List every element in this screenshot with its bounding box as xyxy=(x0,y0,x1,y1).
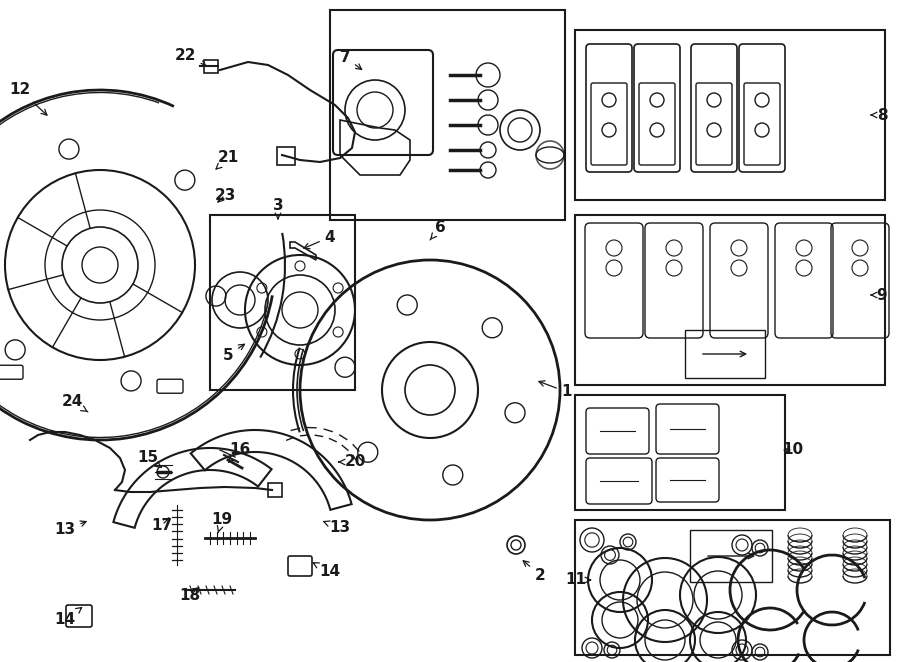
Bar xyxy=(277,147,295,165)
Text: 8: 8 xyxy=(871,107,887,122)
Text: 13: 13 xyxy=(54,521,86,538)
Text: 12: 12 xyxy=(9,83,47,115)
Text: 13: 13 xyxy=(324,520,351,536)
Bar xyxy=(575,215,885,385)
Text: 3: 3 xyxy=(273,197,284,218)
Text: 16: 16 xyxy=(229,442,250,463)
Text: 15: 15 xyxy=(138,451,161,467)
Bar xyxy=(210,215,355,390)
Text: 19: 19 xyxy=(212,512,232,533)
Text: 23: 23 xyxy=(214,187,236,203)
Bar xyxy=(575,520,890,655)
Bar xyxy=(690,530,772,582)
Text: 6: 6 xyxy=(430,220,446,240)
Text: 10: 10 xyxy=(782,442,804,457)
Text: 14: 14 xyxy=(313,563,340,579)
Text: 14: 14 xyxy=(54,608,82,628)
Bar xyxy=(685,330,765,378)
Bar xyxy=(268,483,282,497)
Text: 2: 2 xyxy=(523,561,545,583)
Bar xyxy=(575,395,785,510)
Text: 5: 5 xyxy=(222,344,245,363)
Text: 21: 21 xyxy=(216,150,239,169)
Text: 9: 9 xyxy=(871,287,887,303)
Text: 24: 24 xyxy=(61,395,88,412)
Text: 4: 4 xyxy=(304,230,336,249)
Text: 20: 20 xyxy=(338,455,365,469)
Text: 11: 11 xyxy=(565,573,590,587)
Text: 7: 7 xyxy=(339,50,362,70)
Bar xyxy=(204,60,218,73)
Bar xyxy=(575,30,885,200)
Text: 1: 1 xyxy=(539,381,572,399)
Bar xyxy=(330,10,565,220)
Text: 18: 18 xyxy=(179,587,201,602)
Text: 22: 22 xyxy=(175,48,206,66)
Text: 17: 17 xyxy=(151,518,173,532)
